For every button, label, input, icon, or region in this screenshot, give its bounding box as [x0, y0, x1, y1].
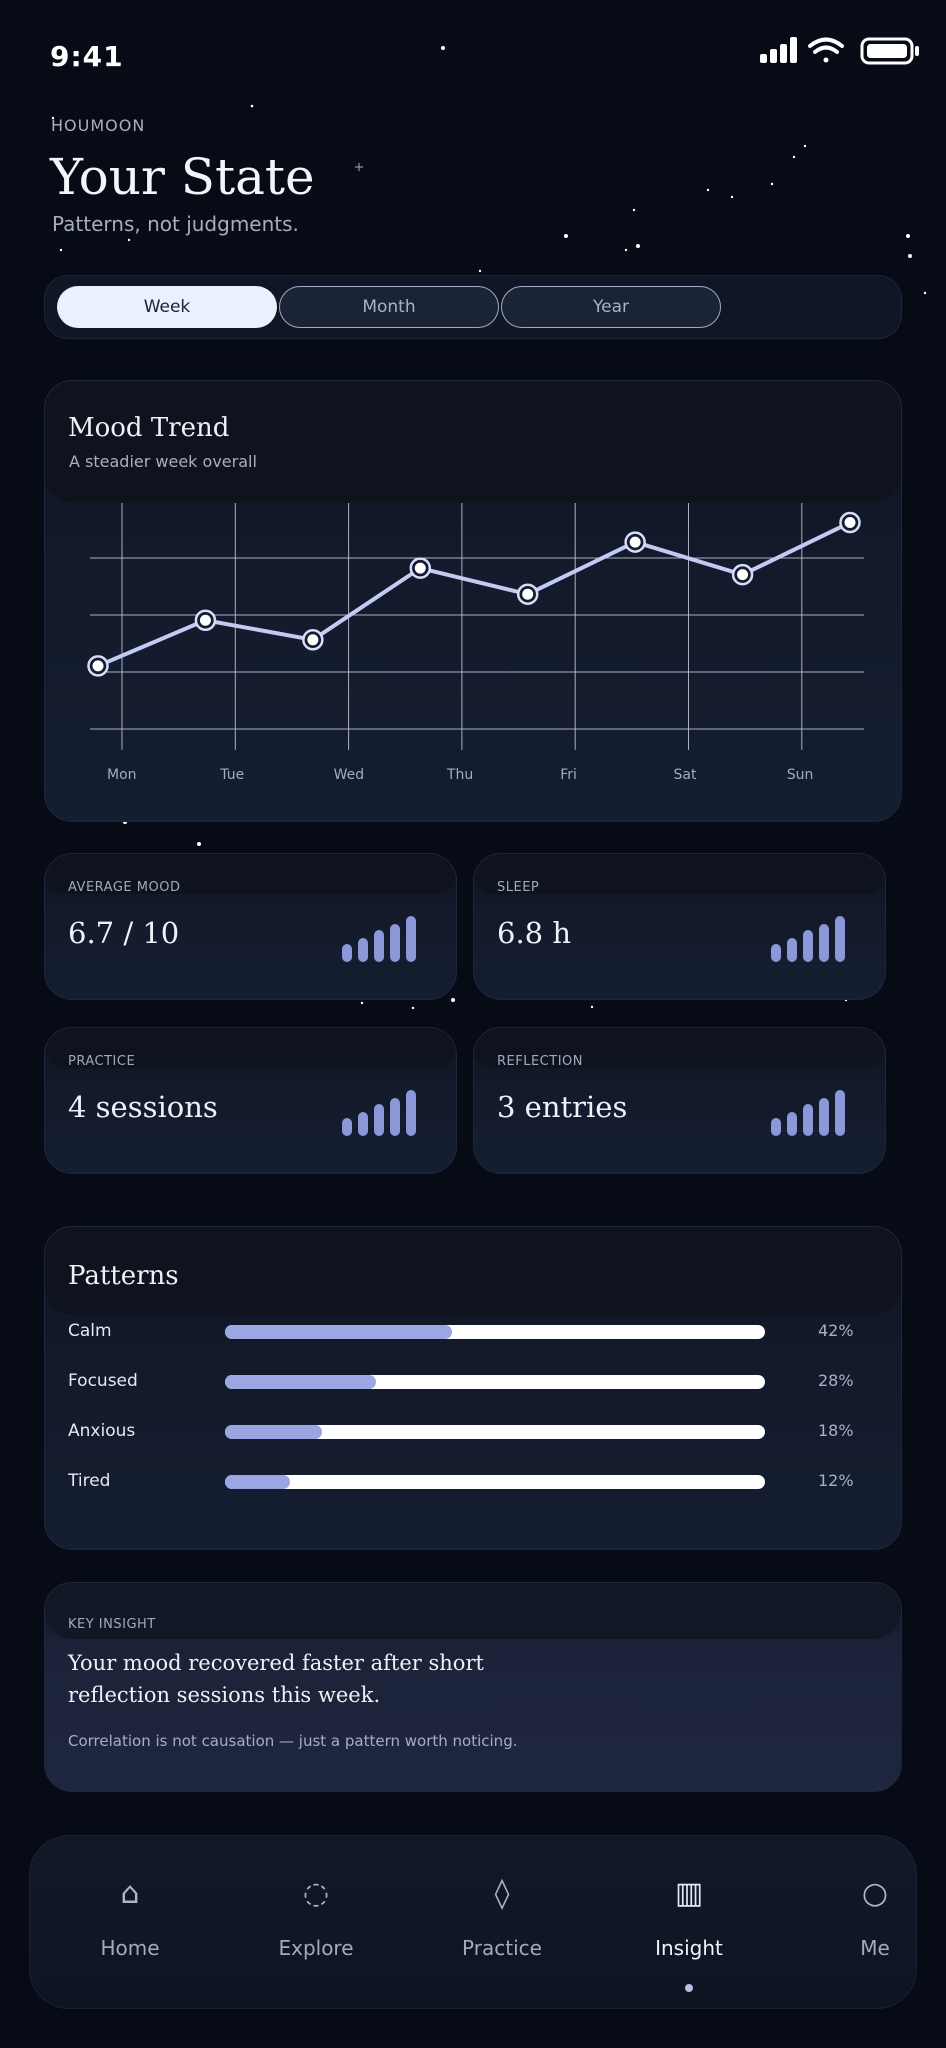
- pattern-bar-track: [225, 1475, 765, 1489]
- patterns-card: Patterns Calm 42% Focused 28% Anxious 18…: [44, 1226, 902, 1550]
- pattern-bar-fill: [225, 1425, 323, 1439]
- page-title: Your State: [50, 148, 315, 206]
- period-segmented-control: Week Month Year: [44, 275, 902, 339]
- mini-bars-icon: [771, 1090, 849, 1136]
- pattern-row-focused: Focused 28%: [68, 1369, 901, 1399]
- chart-series-line: [97, 520, 851, 668]
- segment-week[interactable]: Week: [57, 286, 277, 328]
- stat-value: 6.8 h: [497, 916, 572, 950]
- stat-value: 4 sessions: [68, 1090, 218, 1124]
- pattern-bar-fill: [225, 1325, 452, 1339]
- pattern-percent: 42%: [818, 1321, 854, 1340]
- nav-item-me[interactable]: ○ Me: [800, 1836, 946, 2010]
- stat-card-header: [45, 854, 456, 894]
- stat-card-practice[interactable]: PRACTICE 4 sessions: [44, 1027, 457, 1174]
- pattern-percent: 12%: [818, 1471, 854, 1490]
- key-insight-line-2: reflection sessions this week.: [68, 1683, 381, 1707]
- insight-icon: ▥: [674, 1876, 704, 1911]
- bottom-nav: ⌂ Home ◌ Explore ◊ Practice ▥ Insight ○ …: [29, 1835, 917, 2009]
- key-insight-line-1: Your mood recovered faster after short: [68, 1651, 484, 1675]
- practice-icon: ◊: [494, 1876, 510, 1911]
- pattern-label: Anxious: [68, 1421, 136, 1441]
- nav-item-practice[interactable]: ◊ Practice: [427, 1836, 577, 2010]
- pattern-label: Tired: [68, 1471, 111, 1491]
- nav-label: Insight: [655, 1936, 723, 1960]
- patterns-title: Patterns: [68, 1261, 179, 1291]
- chart-data-point-core: [522, 588, 534, 600]
- chart-tick-label: Thu: [446, 767, 473, 783]
- segment-month[interactable]: Month: [279, 286, 499, 328]
- chart-data-point-core: [737, 569, 749, 581]
- wifi-icon: [808, 37, 844, 63]
- pattern-label: Focused: [68, 1371, 138, 1391]
- stat-value: 6.7 / 10: [68, 916, 180, 950]
- key-insight-card-header: [45, 1583, 901, 1639]
- nav-label: Explore: [278, 1936, 354, 1960]
- home-icon: ⌂: [120, 1876, 140, 1911]
- pattern-bar-track: [225, 1425, 765, 1439]
- segment-year[interactable]: Year: [501, 286, 721, 328]
- chart-data-point-core: [629, 536, 641, 548]
- stat-card-header: [474, 1028, 885, 1068]
- pattern-row-anxious: Anxious 18%: [68, 1419, 901, 1449]
- stat-card-header: [45, 1028, 456, 1068]
- pattern-percent: 18%: [818, 1421, 854, 1440]
- chart-data-point-core: [92, 660, 104, 672]
- stat-value: 3 entries: [497, 1090, 628, 1124]
- chart-data-point-core: [844, 517, 856, 529]
- status-icons: [760, 37, 919, 65]
- mood-trend-card: Mood Trend A steadier week overall Mon Tu…: [44, 380, 902, 822]
- pattern-row-calm: Calm 42%: [68, 1319, 901, 1349]
- key-insight-label: KEY INSIGHT: [68, 1617, 156, 1632]
- mood-trend-subtitle: A steadier week overall: [69, 452, 257, 471]
- chart-data-point-core: [307, 634, 319, 646]
- pattern-percent: 28%: [818, 1371, 854, 1390]
- pattern-row-tired: Tired 12%: [68, 1469, 901, 1499]
- chart-data-point-core: [199, 614, 211, 626]
- chart-tick-label: Sat: [674, 767, 697, 783]
- chart-data-point-core: [414, 562, 426, 574]
- nav-label: Me: [860, 1936, 890, 1960]
- stat-label: AVERAGE MOOD: [68, 880, 181, 895]
- mini-bars-icon: [771, 916, 849, 962]
- me-icon: ○: [861, 1876, 889, 1911]
- pattern-label: Calm: [68, 1321, 112, 1341]
- pattern-bar-fill: [225, 1375, 377, 1389]
- stat-card-sleep[interactable]: SLEEP 6.8 h: [473, 853, 886, 1000]
- chart-tick-label: Wed: [334, 767, 365, 783]
- nav-item-home[interactable]: ⌂ Home: [55, 1836, 205, 2010]
- nav-label: Practice: [462, 1936, 542, 1960]
- mini-bars-icon: [342, 1090, 420, 1136]
- active-indicator-dot: [685, 1984, 693, 1992]
- pattern-bar-fill: [225, 1475, 290, 1489]
- key-insight-note: Correlation is not causation — just a pa…: [68, 1732, 518, 1750]
- status-time: 9:41: [50, 40, 124, 73]
- stat-label: SLEEP: [497, 880, 540, 895]
- brand-name: HOUMOON: [51, 116, 146, 135]
- signal-icon: [760, 37, 797, 63]
- patterns-card-header: [45, 1227, 901, 1315]
- chart-tick-label: Fri: [560, 767, 577, 783]
- mini-bars-icon: [342, 916, 420, 962]
- mood-trend-title: Mood Trend: [68, 413, 230, 443]
- stat-card-header: [474, 854, 885, 894]
- key-insight-card: KEY INSIGHT Your mood recovered faster a…: [44, 1582, 902, 1792]
- explore-icon: ◌: [302, 1876, 330, 1911]
- nav-item-insight[interactable]: ▥ Insight: [614, 1836, 764, 2010]
- stat-label: PRACTICE: [68, 1054, 136, 1069]
- stat-card-average-mood[interactable]: AVERAGE MOOD 6.7 / 10: [44, 853, 457, 1000]
- pattern-bar-track: [225, 1375, 765, 1389]
- stat-card-reflection[interactable]: REFLECTION 3 entries: [473, 1027, 886, 1174]
- chart-tick-label: Mon: [107, 767, 137, 783]
- chart-tick-label: Sun: [787, 767, 814, 783]
- page-subtitle: Patterns, not judgments.: [52, 212, 299, 236]
- mood-trend-card-header: [45, 381, 901, 503]
- pattern-bar-track: [225, 1325, 765, 1339]
- battery-icon: [860, 37, 919, 65]
- nav-label: Home: [100, 1936, 160, 1960]
- nav-item-explore[interactable]: ◌ Explore: [241, 1836, 391, 2010]
- stat-label: REFLECTION: [497, 1054, 583, 1069]
- mood-trend-chart: Mon Tue Wed Thu Fri Sat Sun: [87, 503, 864, 783]
- chart-tick-label: Tue: [219, 767, 244, 783]
